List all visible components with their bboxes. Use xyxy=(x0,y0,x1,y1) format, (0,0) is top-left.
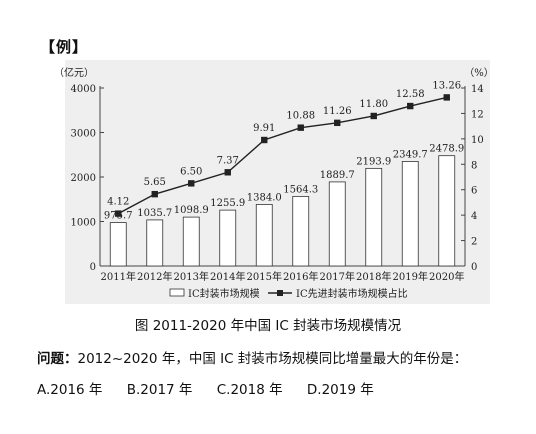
x-tick-label: 2014年 xyxy=(210,270,245,283)
x-tick-label: 2018年 xyxy=(356,270,391,283)
chart: 0100020003000400002468101214（亿元）（%）975.7… xyxy=(54,66,494,300)
answer-options: A.2016 年 B.2017 年 C.2018 年 D.2019 年 xyxy=(37,378,394,398)
x-tick-label: 2013年 xyxy=(174,270,209,283)
bar xyxy=(328,181,346,267)
share-line xyxy=(117,96,447,215)
bar-value-label: 1384.0 xyxy=(247,192,282,203)
x-tick-label: 2011年 xyxy=(101,270,136,283)
line-value-label: 7.37 xyxy=(217,155,239,166)
chart-panel xyxy=(65,60,490,304)
line-value-label: 12.58 xyxy=(396,89,425,100)
left-axis-label: （亿元） xyxy=(54,66,94,79)
bar xyxy=(438,155,456,267)
line-marker xyxy=(224,169,231,176)
line-value-label: 5.65 xyxy=(144,177,166,188)
bar xyxy=(255,204,273,267)
right-tick-label: 6 xyxy=(471,186,477,197)
bar-value-label: 2478.9 xyxy=(429,144,464,155)
option-a[interactable]: A.2016 年 xyxy=(37,382,103,398)
line-marker xyxy=(370,112,377,120)
line-value-label: 11.26 xyxy=(323,106,352,117)
legend-line-marker xyxy=(277,290,283,296)
left-tick-label: 2000 xyxy=(71,173,96,184)
bar xyxy=(109,222,127,267)
line-value-label: 4.12 xyxy=(107,197,129,208)
line-marker xyxy=(407,102,414,110)
bar xyxy=(146,219,164,267)
bar xyxy=(219,209,237,267)
line-value-label: 13.26 xyxy=(432,80,461,91)
question-label: 问题： xyxy=(37,351,78,367)
x-tick-label: 2020年 xyxy=(429,270,464,283)
x-tick-label: 2019年 xyxy=(393,270,428,283)
bar-value-label: 1035.7 xyxy=(137,208,172,219)
line-value-label: 9.91 xyxy=(253,123,275,134)
right-axis-label: （%） xyxy=(464,67,494,79)
bar-value-label: 1255.9 xyxy=(210,198,245,209)
bar xyxy=(182,216,200,267)
x-tick-label: 2017年 xyxy=(320,270,355,283)
line-marker xyxy=(261,136,268,144)
example-heading: 【例】 xyxy=(40,38,89,56)
x-tick-label: 2016年 xyxy=(283,270,318,283)
right-tick-label: 4 xyxy=(471,211,477,222)
option-b[interactable]: B.2017 年 xyxy=(126,382,193,398)
bar-value-label: 2349.7 xyxy=(393,149,428,160)
right-tick-label: 14 xyxy=(471,84,484,95)
option-c[interactable]: C.2018 年 xyxy=(216,382,283,398)
bar-value-label: 1098.9 xyxy=(174,205,209,216)
line-marker xyxy=(443,94,450,101)
bar xyxy=(365,167,383,267)
right-tick-label: 12 xyxy=(471,109,484,120)
left-tick-label: 3000 xyxy=(71,129,96,140)
left-tick-label: 4000 xyxy=(71,84,96,95)
question-text: 2012~2020 年，中国 IC 封装市场规模同比增量最大的年份是： xyxy=(77,351,468,367)
legend-line-label: IC先进封装市场规模占比 xyxy=(296,287,408,300)
x-tick-label: 2012年 xyxy=(137,270,172,283)
question: 问题：2012~2020 年，中国 IC 封装市场规模同比增量最大的年份是： xyxy=(37,347,467,367)
x-tick-label: 2015年 xyxy=(247,270,282,283)
line-marker xyxy=(188,180,195,187)
left-tick-label: 1000 xyxy=(71,218,96,229)
bar xyxy=(401,161,419,267)
right-tick-label: 0 xyxy=(471,262,477,273)
bar-value-label: 1564.3 xyxy=(283,184,318,195)
line-value-label: 11.80 xyxy=(359,99,388,110)
bar-value-label: 2193.9 xyxy=(356,156,391,167)
figure-caption: 图 2011-2020 年中国 IC 封装市场规模情况 xyxy=(134,318,402,334)
bar-value-label: 1889.7 xyxy=(320,170,355,181)
line-value-label: 10.88 xyxy=(286,111,315,122)
left-tick-label: 0 xyxy=(90,262,96,273)
line-marker xyxy=(334,119,341,127)
right-tick-label: 8 xyxy=(471,160,477,171)
right-tick-label: 2 xyxy=(471,237,477,248)
legend-bar-swatch xyxy=(169,288,185,297)
line-marker xyxy=(297,124,304,131)
line-marker xyxy=(115,210,122,217)
line-value-label: 6.50 xyxy=(180,166,202,177)
legend-bar-label: IC封装市场规模 xyxy=(188,287,260,300)
option-d[interactable]: D.2019 年 xyxy=(306,382,374,398)
bar xyxy=(292,195,310,267)
line-marker xyxy=(151,190,158,198)
right-tick-label: 10 xyxy=(471,135,484,146)
